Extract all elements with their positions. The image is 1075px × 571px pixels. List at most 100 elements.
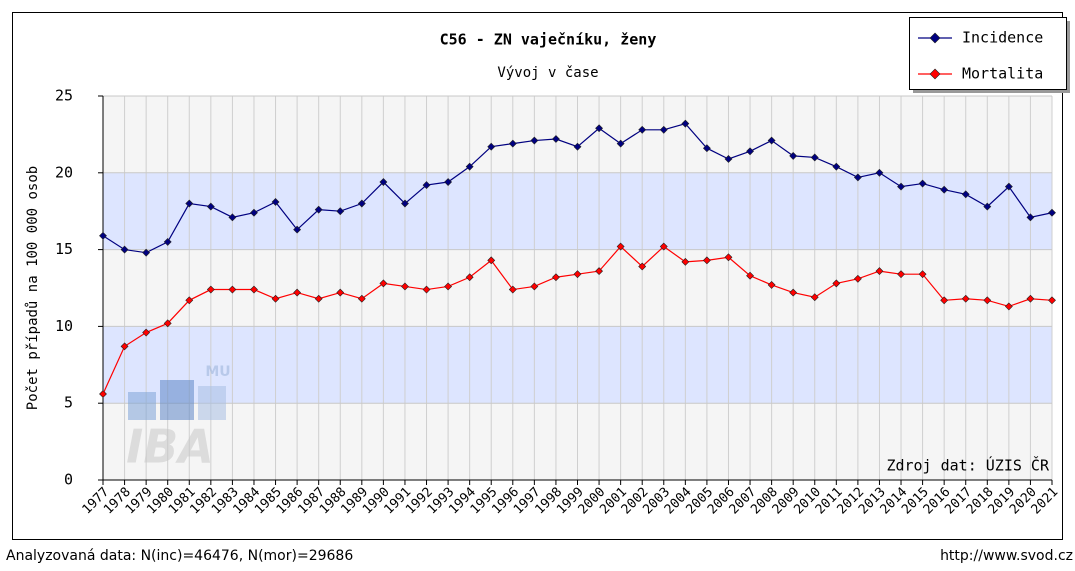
data-point <box>724 155 733 163</box>
chart-title: C56 - ZN vaječníku, ženy <box>440 31 657 49</box>
data-point <box>961 294 970 303</box>
data-point <box>271 198 280 206</box>
data-point <box>767 281 776 289</box>
data-point <box>595 124 603 133</box>
data-point <box>185 199 194 208</box>
data-point <box>357 199 366 208</box>
data-point <box>508 139 517 148</box>
data-point <box>120 342 129 351</box>
data-point <box>314 205 323 214</box>
data-point <box>552 273 560 282</box>
data-point <box>487 142 496 151</box>
data-point <box>616 139 625 148</box>
logo-block <box>198 386 226 420</box>
logo-block <box>128 392 156 420</box>
data-point <box>465 162 474 171</box>
data-point <box>250 208 258 217</box>
source-note: Zdroj dat: ÚZIS ČR <box>886 456 1050 475</box>
data-point <box>810 153 819 162</box>
data-point <box>508 285 517 294</box>
data-point <box>875 267 884 276</box>
data-point <box>422 285 431 294</box>
legend-marker <box>929 68 941 80</box>
data-point <box>530 282 539 291</box>
data-point <box>99 231 107 240</box>
data-point <box>271 294 280 303</box>
y-tick-label: 10 <box>55 317 73 335</box>
logo: MU IBA <box>126 364 231 474</box>
data-point <box>595 267 603 276</box>
data-point <box>228 213 237 222</box>
data-point <box>702 144 711 153</box>
data-point <box>185 296 194 305</box>
data-point <box>120 245 129 254</box>
data-point <box>379 178 388 186</box>
y-tick-label: 15 <box>55 240 73 258</box>
legend-label: Incidence <box>962 29 1043 47</box>
data-point <box>940 296 949 305</box>
data-point <box>336 207 345 216</box>
data-point <box>357 294 366 303</box>
data-point <box>789 288 798 297</box>
data-point <box>724 253 733 262</box>
data-point <box>573 270 582 279</box>
data-point <box>1026 213 1035 222</box>
data-point <box>832 162 841 171</box>
data-point <box>1026 294 1035 303</box>
data-point <box>163 237 172 246</box>
data-point <box>789 151 798 160</box>
data-point <box>659 125 668 134</box>
data-point <box>767 136 776 145</box>
data-point <box>206 285 215 294</box>
data-point <box>314 294 323 303</box>
data-point <box>983 202 992 211</box>
data-point <box>99 390 107 398</box>
data-point <box>573 142 582 151</box>
logo-iba: IBA <box>126 420 214 474</box>
data-point <box>918 270 927 279</box>
data-point <box>206 202 215 211</box>
data-point <box>853 274 862 283</box>
data-point <box>379 279 388 288</box>
data-point <box>897 182 905 191</box>
data-point <box>250 285 258 294</box>
data-point <box>422 181 431 190</box>
y-tick-label: 0 <box>64 471 73 489</box>
data-point <box>638 125 647 134</box>
y-tick-label: 5 <box>64 394 73 412</box>
data-point <box>1048 296 1056 305</box>
data-point <box>702 256 711 265</box>
data-point <box>918 179 927 188</box>
data-point <box>659 242 668 251</box>
data-point <box>444 282 453 291</box>
data-point <box>983 296 992 305</box>
data-point <box>638 262 647 271</box>
data-point <box>853 173 862 182</box>
data-point <box>681 257 690 266</box>
data-point <box>940 185 949 194</box>
data-point <box>875 168 884 177</box>
footer-left: Analyzovaná data: N(inc)=46476, N(mor)=2… <box>6 548 353 564</box>
data-point <box>897 270 905 279</box>
data-point <box>961 190 970 199</box>
data-point <box>293 288 302 297</box>
y-tick-label: 20 <box>55 163 73 181</box>
legend-label: Mortalita <box>962 65 1043 83</box>
data-point <box>746 271 754 280</box>
data-point <box>1004 302 1013 311</box>
data-point <box>142 248 151 257</box>
data-point <box>228 285 237 294</box>
data-point <box>746 147 754 156</box>
logo-mu: MU <box>205 364 230 380</box>
data-point <box>1004 182 1013 191</box>
data-point <box>401 282 409 291</box>
footer-right: http://www.svod.cz <box>940 548 1073 564</box>
data-point <box>401 199 409 208</box>
data-point <box>444 178 453 186</box>
data-point <box>293 225 302 234</box>
data-point <box>163 319 172 328</box>
data-point <box>530 136 539 145</box>
logo-block <box>160 380 194 420</box>
data-point <box>832 279 841 288</box>
